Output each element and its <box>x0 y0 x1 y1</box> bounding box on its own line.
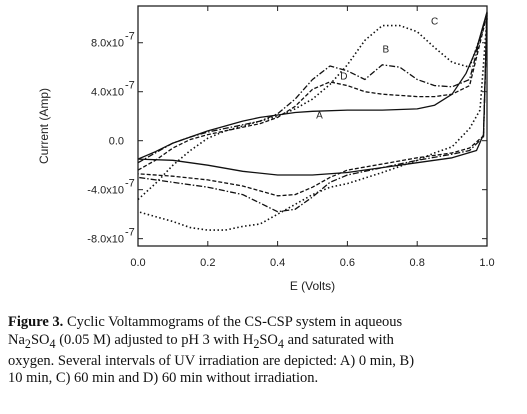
y-axis-title: Current (Amp) <box>37 88 51 164</box>
caption-sub: 2 <box>253 336 260 351</box>
caption-text-2: (0.05 M) adjusted to pH 3 with H <box>55 331 254 348</box>
caption-na: Na <box>8 331 25 348</box>
y-tick-label: 0.0 <box>109 136 124 148</box>
caption-line-2: Na2SO4 (0.05 M) adjusted to pH 3 with H2… <box>8 332 524 353</box>
y-tick-label: 8.0x10 <box>91 38 124 50</box>
y-tick-exponent: -7 <box>125 31 135 43</box>
plot-frame <box>137 5 488 247</box>
caption-line-3: oxygen. Several intervals of UV irradiat… <box>8 352 415 369</box>
figure-caption: Figure 3. Cyclic Voltammograms of the CS… <box>8 314 524 388</box>
y-tick-exponent: -7 <box>125 227 135 239</box>
curve-label-b: B <box>382 45 389 56</box>
curve-label-c: C <box>431 16 438 27</box>
curve-label-a: A <box>316 111 323 122</box>
caption-sub: 2 <box>24 336 31 351</box>
caption-so: SO <box>259 331 278 348</box>
y-tick-label: -8.0x10 <box>87 234 124 246</box>
caption-line-1: Figure 3. Cyclic Voltammograms of the CS… <box>8 314 524 332</box>
caption-sub: 4 <box>277 336 284 351</box>
curve-label-d: D <box>340 71 347 82</box>
voltammogram-chart: 0.0 0.2 0.4 0.6 0.8 1.08.0x10-74.0x10-70.0-4.… <box>37 5 495 293</box>
x-tick-label: 0.0 <box>130 257 145 269</box>
cv-figure: 0.0 0.2 0.4 0.6 0.8 1.0 8.0x10 -7 4.0x10 -7 0.0 -4.… <box>37 5 495 293</box>
x-tick-label: 1.0 <box>479 257 494 269</box>
x-tick-label: 0.2 <box>200 257 215 269</box>
y-tick-exponent: -7 <box>125 80 135 92</box>
caption-label: Figure 3. <box>8 314 64 330</box>
y-tick-exponent: -7 <box>125 178 135 190</box>
y-tick-label: 4.0x10 <box>91 87 124 99</box>
caption-text-1: Cyclic Voltammograms of the CS-CSP syste… <box>66 314 403 330</box>
y-tick-label: -4.0x10 <box>87 185 124 197</box>
caption-sub: 4 <box>49 336 56 351</box>
series-c-curve <box>137 17 488 231</box>
x-axis-title: E (Volts) <box>290 279 335 293</box>
x-tick-label: 0.4 <box>270 257 285 269</box>
series-b-curve <box>137 11 488 213</box>
series-a-curve <box>137 11 488 176</box>
caption-so: SO <box>30 331 50 348</box>
x-tick-label: 0.6 <box>340 257 355 269</box>
x-tick-label: 0.8 <box>410 257 425 269</box>
caption-line-4: 10 min, C) 60 min and D) 60 min without … <box>8 370 319 387</box>
caption-text-3: and saturated with <box>283 331 394 348</box>
series-d-curve <box>137 13 488 197</box>
